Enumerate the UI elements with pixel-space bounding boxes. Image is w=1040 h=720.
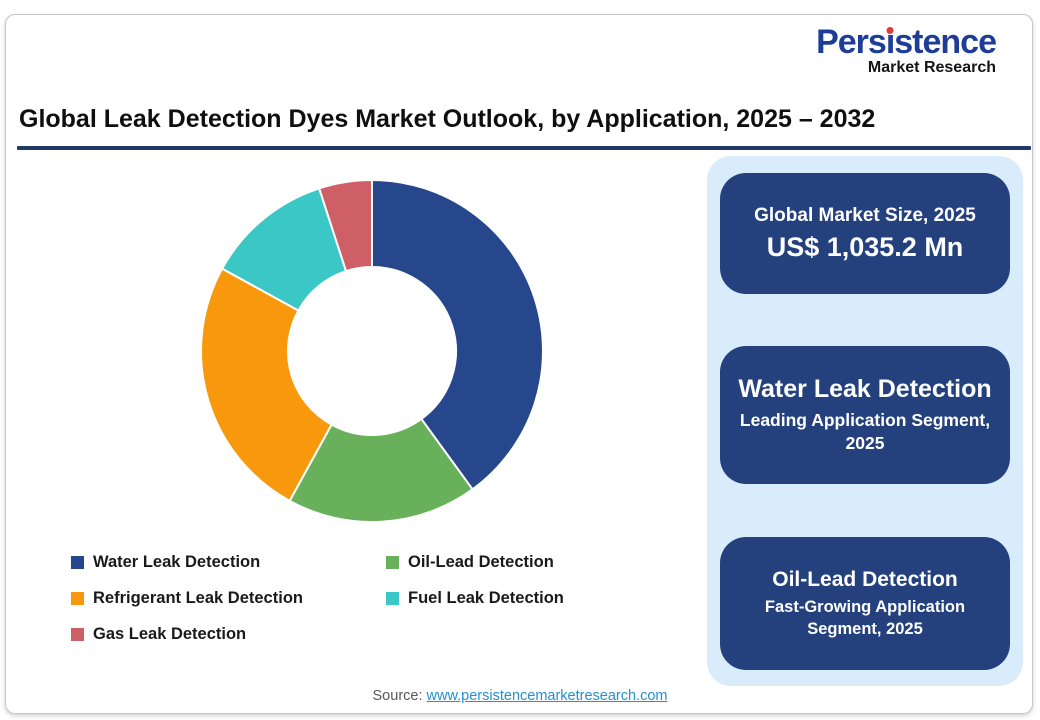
donut-slice-2 <box>288 417 474 523</box>
pmr-logo: Persistence Market Research <box>816 23 997 76</box>
legend-swatch <box>71 556 84 569</box>
logo-subtitle: Market Research <box>867 59 996 76</box>
market-size-value: US$ 1,035.2 Mn <box>766 231 964 262</box>
legend-label: Gas Leak Detection <box>93 625 247 643</box>
fast-growing-segment-subtitle: Fast-Growing Application Segment, 2025 <box>764 597 966 639</box>
legend-item: Fuel Leak Detection <box>386 589 661 608</box>
market-size-box: Global Market Size, 2025 US$ 1,035.2 Mn <box>720 173 1010 294</box>
donut-slice-3 <box>199 267 333 502</box>
legend-item: Water Leak Detection <box>71 553 386 572</box>
leading-segment-box: Water Leak Detection Leading Application… <box>720 346 1010 484</box>
source-line: Source: www.persistencemarketresearch.co… <box>6 688 1034 704</box>
donut-slice-1 <box>371 179 544 491</box>
legend-label: Oil-Lead Detection <box>408 553 554 571</box>
chart-legend: Water Leak Detection Oil-Lead Detection Re… <box>71 553 661 644</box>
legend-swatch <box>386 592 399 605</box>
legend-swatch <box>71 592 84 605</box>
logo-red-dot-i: i <box>885 23 896 61</box>
legend-item: Refrigerant Leak Detection <box>71 589 386 608</box>
title-underline <box>17 146 1031 150</box>
legend-label: Water Leak Detection <box>93 553 261 571</box>
legend-item: Oil-Lead Detection <box>386 553 661 572</box>
logo-wordmark: Persistence <box>816 23 997 61</box>
highlights-panel: Global Market Size, 2025 US$ 1,035.2 Mn … <box>707 156 1023 686</box>
infographic-card: Persistence Market Research Global Leak … <box>5 14 1033 714</box>
page-title: Global Leak Detection Dyes Market Outloo… <box>19 105 876 133</box>
legend-swatch <box>386 556 399 569</box>
donut-chart-container <box>199 178 545 524</box>
leading-segment-subtitle: Leading Application Segment, 2025 <box>739 409 991 454</box>
legend-label: Refrigerant Leak Detection <box>93 589 303 607</box>
fast-growing-segment-box: Oil-Lead Detection Fast-Growing Applicat… <box>720 537 1010 670</box>
leading-segment-title: Water Leak Detection <box>738 375 992 404</box>
legend-swatch <box>71 628 84 641</box>
source-label: Source: <box>372 688 423 704</box>
fast-growing-segment-title: Oil-Lead Detection <box>772 567 958 591</box>
donut-slice-5 <box>318 179 373 273</box>
source-link[interactable]: www.persistencemarketresearch.com <box>426 688 668 704</box>
donut-chart <box>199 179 544 523</box>
legend-label: Fuel Leak Detection <box>408 589 564 607</box>
legend-item: Gas Leak Detection <box>71 625 386 644</box>
market-size-title: Global Market Size, 2025 <box>754 205 976 227</box>
